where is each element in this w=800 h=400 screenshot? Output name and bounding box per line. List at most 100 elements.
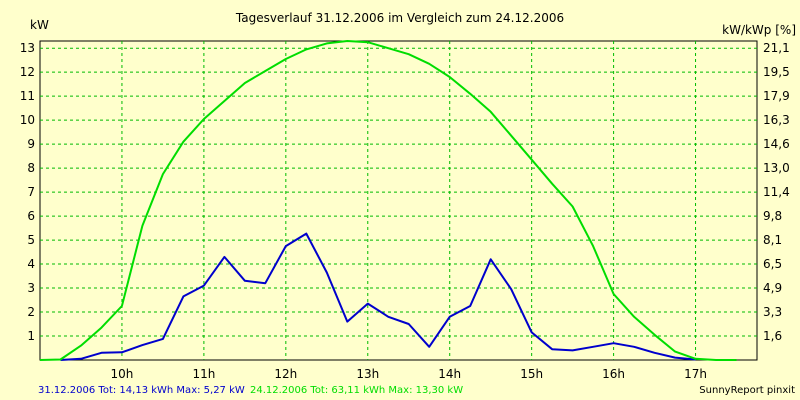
data-point-series-2 <box>100 326 102 328</box>
series-lines <box>39 40 737 361</box>
data-point-series-2 <box>469 93 471 95</box>
data-point-series-2 <box>203 118 205 120</box>
data-point-series-1 <box>449 316 451 318</box>
x-tick-label: 12h <box>274 367 297 381</box>
data-point-series-1 <box>264 282 266 284</box>
y-tick-label-right: 3,3 <box>763 305 782 319</box>
data-point-series-2 <box>428 63 430 65</box>
y-tick-label-left: 8 <box>27 161 35 175</box>
x-tick-label: 16h <box>602 367 625 381</box>
data-point-series-2 <box>244 82 246 84</box>
data-point-series-2 <box>653 334 655 336</box>
chart-title: Tagesverlauf 31.12.2006 im Vergleich zum… <box>235 11 564 25</box>
data-point-series-1 <box>653 352 655 354</box>
y-tick-label-right: 17,9 <box>763 89 790 103</box>
footer-series-2: 24.12.2006 Tot: 63,11 kWh Max: 13,30 kW <box>250 385 463 396</box>
data-point-series-1 <box>387 316 389 318</box>
data-point-series-2 <box>510 135 512 137</box>
data-point-series-1 <box>674 356 676 358</box>
y-tick-label-left: 9 <box>27 137 35 151</box>
data-point-series-2 <box>39 359 41 361</box>
data-point-series-1 <box>285 245 287 247</box>
y-tick-label-right: 8,1 <box>763 233 782 247</box>
y-tick-label-left: 10 <box>20 113 35 127</box>
footer-series-1: 31.12.2006 Tot: 14,13 kWh Max: 5,27 kW <box>38 385 245 396</box>
data-point-series-1 <box>182 295 184 297</box>
data-point-series-1 <box>551 348 553 350</box>
x-tick-label: 14h <box>438 367 461 381</box>
data-point-series-2 <box>735 359 737 361</box>
data-point-series-1 <box>367 302 369 304</box>
y-tick-label-left: 3 <box>27 281 35 295</box>
data-point-series-2 <box>264 70 266 72</box>
data-point-series-2 <box>162 173 164 175</box>
data-point-series-2 <box>223 100 225 102</box>
data-point-series-1 <box>633 346 635 348</box>
plot-area <box>39 40 758 361</box>
data-point-series-1 <box>408 323 410 325</box>
data-point-series-2 <box>490 111 492 113</box>
x-tick-label: 17h <box>684 367 707 381</box>
data-point-series-1 <box>592 346 594 348</box>
x-tick-label: 11h <box>192 367 215 381</box>
data-point-series-1 <box>121 351 123 353</box>
data-point-series-1 <box>141 344 143 346</box>
y-tick-label-right: 4,9 <box>763 281 782 295</box>
data-point-series-1 <box>203 284 205 286</box>
footer-credit: SunnyReport pinxit <box>699 385 795 396</box>
y-tick-label-right: 16,3 <box>763 113 790 127</box>
y-tick-label-left: 1 <box>27 329 35 343</box>
y-axis-label-left: kW <box>30 18 49 32</box>
data-point-series-1 <box>612 342 614 344</box>
data-point-series-1 <box>346 320 348 322</box>
data-point-series-2 <box>326 42 328 44</box>
data-point-series-2 <box>592 245 594 247</box>
y-tick-label-right: 21,1 <box>763 41 790 55</box>
data-point-series-2 <box>715 359 717 361</box>
data-point-series-2 <box>121 305 123 307</box>
data-point-series-2 <box>449 76 451 78</box>
data-point-series-1 <box>490 258 492 260</box>
data-point-series-1 <box>305 232 307 234</box>
data-point-series-2 <box>367 41 369 43</box>
y-tick-label-left: 5 <box>27 233 35 247</box>
data-point-series-2 <box>531 159 533 161</box>
y-tick-label-left: 13 <box>20 41 35 55</box>
data-point-series-2 <box>80 344 82 346</box>
data-point-series-1 <box>244 280 246 282</box>
data-point-series-1 <box>80 358 82 360</box>
data-point-series-1 <box>469 305 471 307</box>
data-point-series-2 <box>285 58 287 60</box>
series-line-2 <box>39 40 737 361</box>
data-point-series-1 <box>510 288 512 290</box>
data-point-series-1 <box>326 271 328 273</box>
data-point-series-1 <box>100 352 102 354</box>
y-tick-label-right: 19,5 <box>763 65 790 79</box>
y-tick-label-left: 7 <box>27 185 35 199</box>
y-tick-label-left: 2 <box>27 305 35 319</box>
data-point-series-2 <box>694 358 696 360</box>
data-point-series-2 <box>612 293 614 295</box>
data-point-series-2 <box>59 358 61 360</box>
data-point-series-2 <box>387 47 389 49</box>
data-point-series-2 <box>551 183 553 185</box>
data-point-series-2 <box>674 350 676 352</box>
data-point-series-2 <box>305 48 307 50</box>
y-tick-label-right: 6,5 <box>763 257 782 271</box>
tick-labels: 10h 11h 12h 13h 14h 15h 16h 17h 1 1,6 2 3,3 3 4,9 4 6,5… <box>20 41 790 381</box>
y-tick-label-left: 11 <box>20 89 35 103</box>
data-point-series-1 <box>571 349 573 351</box>
data-point-series-2 <box>346 40 348 42</box>
x-tick-label: 10h <box>111 367 134 381</box>
footer-legend: 31.12.2006 Tot: 14,13 kWh Max: 5,27 kW 2… <box>38 385 463 396</box>
y-tick-label-right: 9,8 <box>763 209 782 223</box>
y-tick-label-left: 12 <box>20 65 35 79</box>
y-tick-label-left: 6 <box>27 209 35 223</box>
data-point-series-2 <box>633 316 635 318</box>
y-tick-label-right: 11,4 <box>763 185 790 199</box>
data-point-series-1 <box>223 256 225 258</box>
data-point-series-2 <box>141 225 143 227</box>
data-point-series-2 <box>571 205 573 207</box>
data-point-series-2 <box>408 53 410 55</box>
